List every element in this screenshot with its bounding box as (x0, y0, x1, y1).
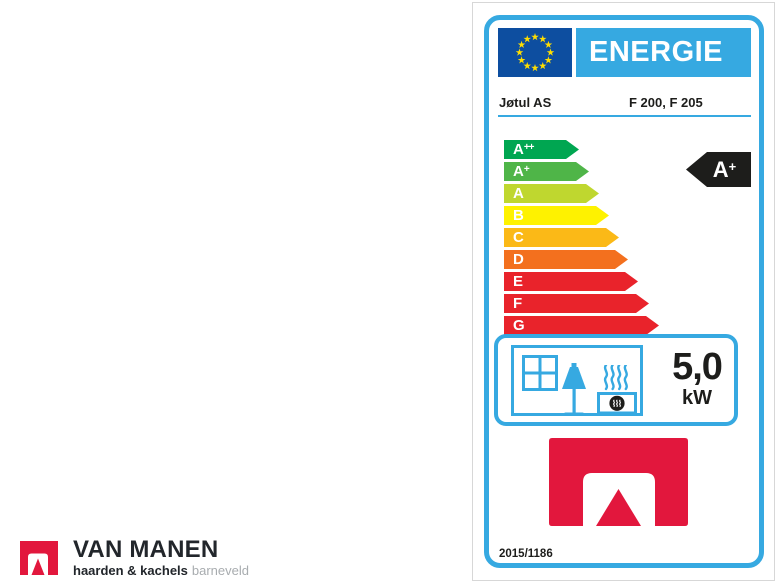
awarded-letter: A (712, 157, 729, 182)
rating-arrow-A+: A+ (504, 162, 659, 181)
energy-label-card: ENERGIE Jøtul AS F 200, F 205 A++ A+ A B C D E… (472, 2, 775, 581)
room-pictogram-box (511, 345, 643, 416)
supplier-row: Jøtul AS F 200, F 205 (499, 95, 751, 110)
power-unit: kW (682, 387, 712, 409)
awarded-sup: + (728, 159, 737, 174)
rating-scale: A++ A+ A B C D E F G (504, 140, 659, 338)
model-name: F 200, F 205 (629, 95, 703, 110)
lamp-icon (562, 363, 586, 416)
supplier-name: Jøtul AS (499, 95, 552, 110)
eu-flag-icon (498, 28, 572, 77)
fireplace-icon (549, 438, 688, 526)
rating-arrow-G: G (504, 316, 659, 335)
dealer-tagline-light: barneveld (191, 563, 249, 578)
rating-arrow-C: C (504, 228, 659, 247)
dealer-name: VAN MANEN (73, 536, 219, 563)
rating-arrow-B: B (504, 206, 659, 225)
dealer-tagline-bold: haarden & kachels (73, 563, 188, 578)
label-blue-frame (484, 15, 764, 568)
rating-arrow-F: F (504, 294, 659, 313)
regulation-number: 2015/1186 (499, 548, 553, 560)
rating-arrow-D: D (504, 250, 659, 269)
heater-icon (597, 365, 637, 415)
window-icon (522, 355, 558, 391)
dealer-text: VAN MANEN haarden & kachels barneveld (73, 537, 373, 578)
rating-arrow-E: E (504, 272, 659, 291)
header-divider (498, 115, 751, 117)
energie-banner: ENERGIE (576, 28, 751, 77)
power-value: 5,0 (672, 346, 723, 388)
power-box: 5,0 kW (494, 334, 738, 426)
dealer-tagline: haarden & kachels barneveld (73, 564, 373, 578)
rating-arrow-A: A (504, 184, 659, 203)
dealer-logo-icon (20, 541, 58, 575)
power-reading: 5,0 kW (648, 348, 746, 410)
rating-arrow-A++: A++ (504, 140, 659, 159)
